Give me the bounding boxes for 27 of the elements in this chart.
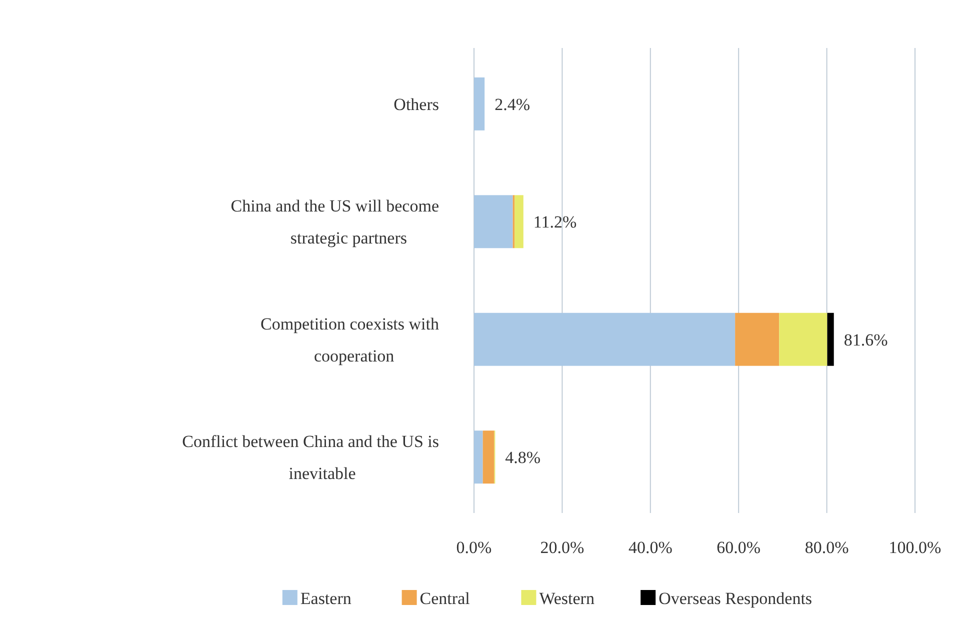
x-tick-label: 20.0% — [540, 538, 584, 557]
legend-label: Eastern — [300, 588, 352, 608]
bar — [474, 430, 483, 484]
y-tick-label: China and the US will become strategic partners — [230, 196, 439, 248]
y-tick-label: Conflict between China and the US is inevitable — [182, 432, 439, 484]
bar — [779, 312, 828, 366]
y-tick-label: Others — [394, 94, 439, 114]
total-label: 4.8% — [505, 448, 541, 468]
x-tick-label: 0.0% — [456, 538, 492, 557]
x-tick-label: 60.0% — [716, 538, 761, 557]
x-tick-label: 80.0% — [804, 538, 849, 557]
bar — [474, 77, 485, 130]
total-label: 2.4% — [494, 94, 530, 114]
total-label: 81.6% — [844, 330, 888, 350]
bar — [482, 430, 494, 484]
bar — [474, 195, 513, 248]
bar — [514, 195, 524, 248]
legend-label: Overseas Respondents — [658, 588, 812, 608]
x-tick-label: 40.0% — [628, 538, 672, 557]
legend-label: Western — [539, 588, 595, 608]
x-tick-label: 100.0% — [888, 538, 942, 557]
total-label: 11.2% — [533, 212, 577, 232]
bar — [827, 312, 834, 366]
legend-label: Central — [420, 588, 470, 608]
y-tick-label: Competition coexists with cooperation — [260, 314, 440, 366]
bar — [474, 312, 736, 366]
bar — [735, 312, 780, 366]
